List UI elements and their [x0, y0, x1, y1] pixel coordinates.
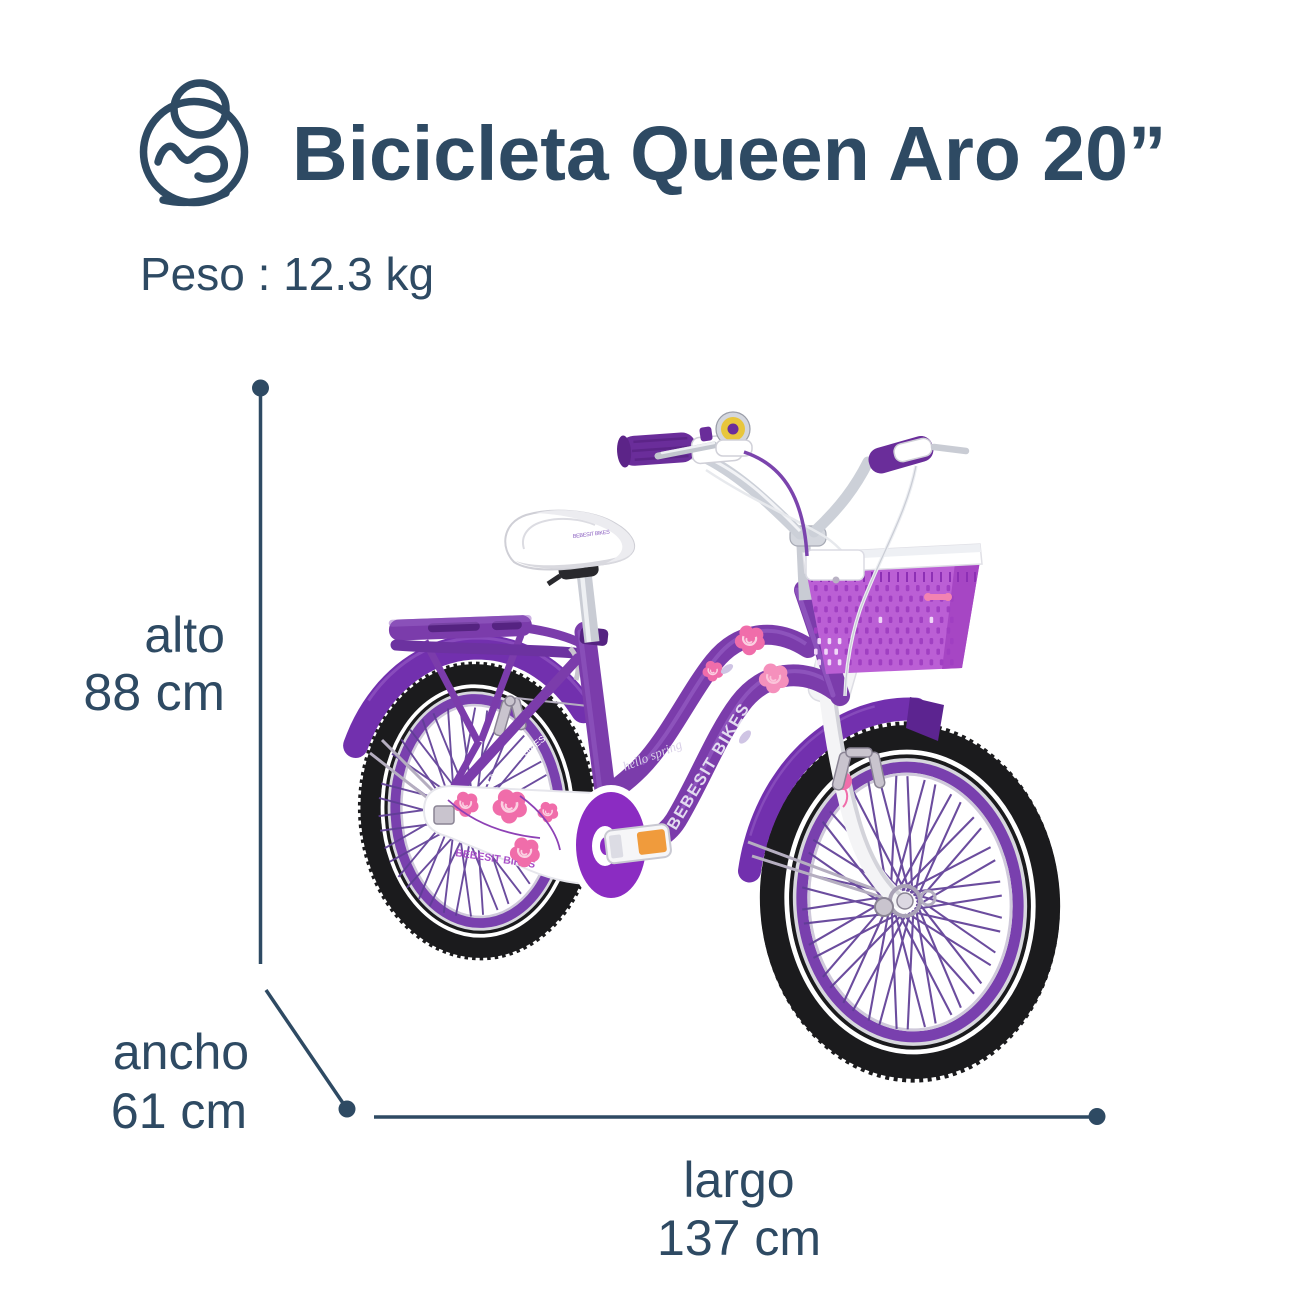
svg-text:largo: largo [683, 1152, 794, 1208]
svg-text:Peso : 12.3 kg: Peso : 12.3 kg [140, 248, 434, 300]
svg-text:BEBESIT BIKES: BEBESIT BIKES [573, 529, 611, 540]
svg-text:88 cm: 88 cm [83, 664, 225, 722]
svg-text:137 cm: 137 cm [657, 1210, 821, 1266]
svg-text:Bicicleta Queen Aro 20”: Bicicleta Queen Aro 20” [292, 111, 1166, 197]
svg-text:ancho: ancho [113, 1024, 249, 1080]
svg-text:alto: alto [144, 607, 225, 663]
svg-text:61 cm: 61 cm [111, 1083, 247, 1139]
